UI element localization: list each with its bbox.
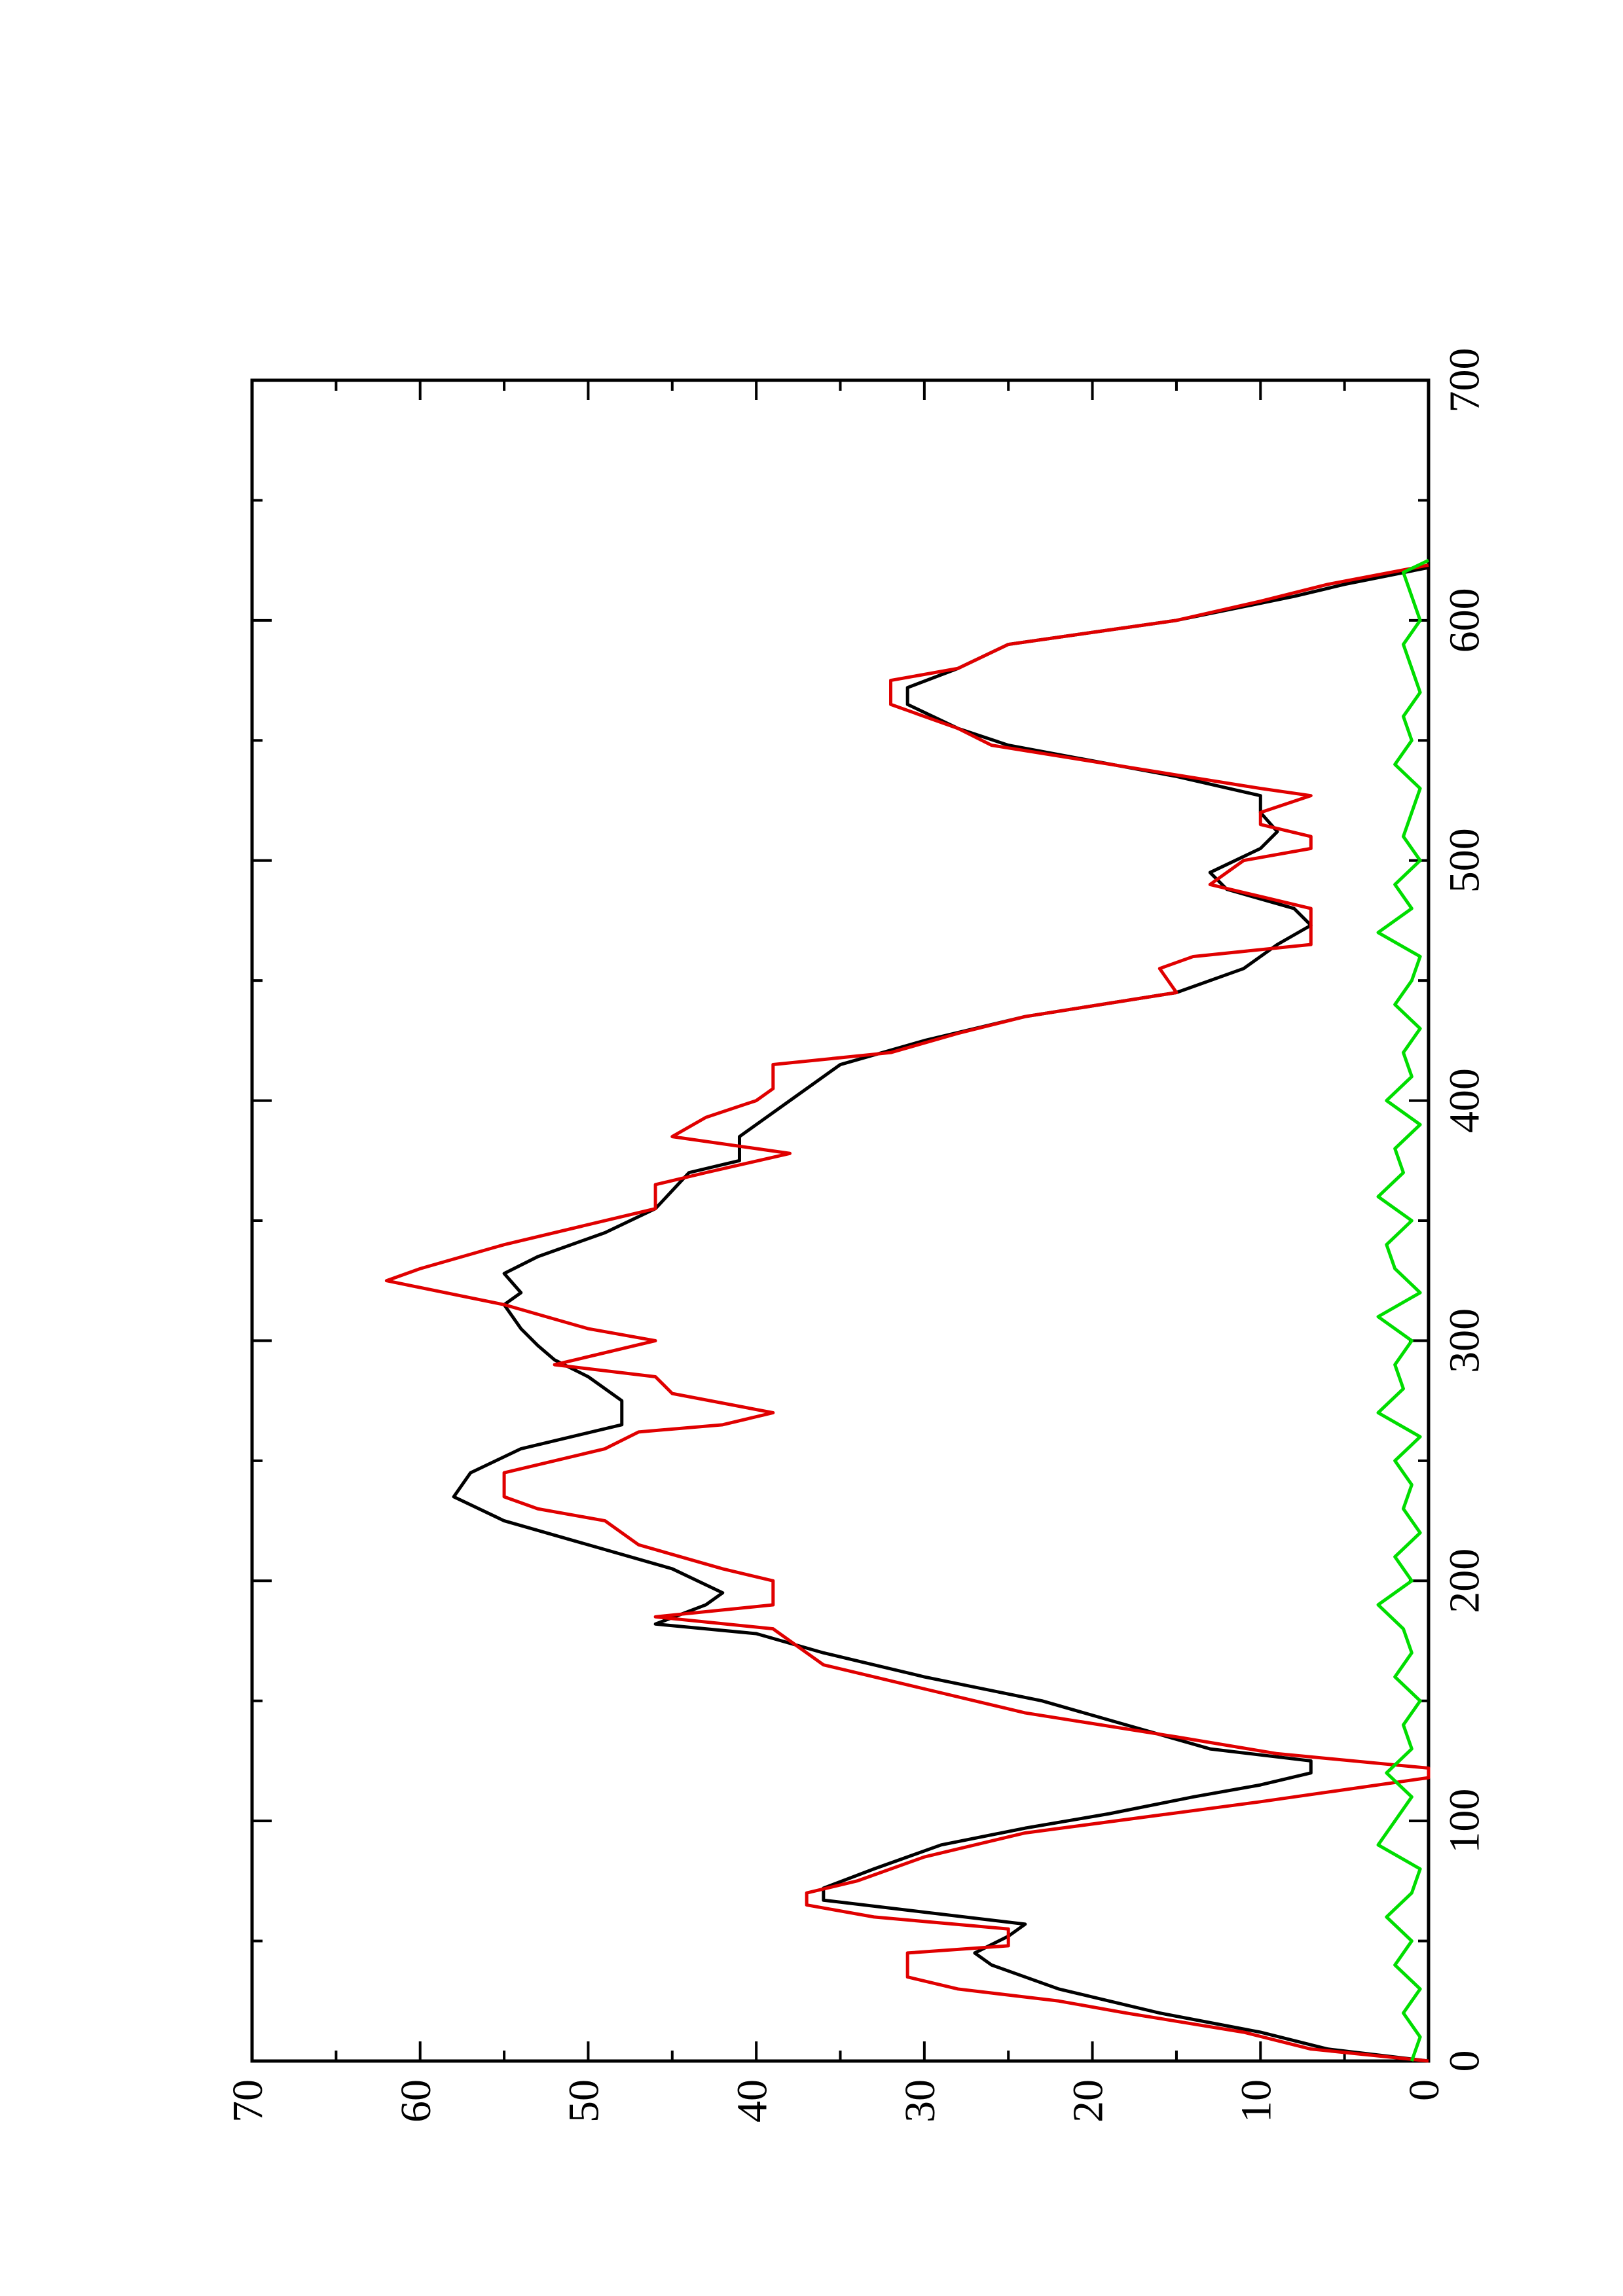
y-tick-label: 60 (392, 2079, 440, 2123)
x-tick-label: 100 (1440, 1789, 1488, 1854)
x-tick-label: 200 (1440, 1549, 1488, 1613)
series-line (384, 564, 1431, 2063)
y-tick-label: 10 (1232, 2079, 1280, 2123)
y-tick-label: 50 (560, 2079, 608, 2123)
x-tick-label: 0 (1440, 2051, 1488, 2072)
x-tick-label: 300 (1440, 1308, 1488, 1373)
x-tick-label: 400 (1440, 1068, 1488, 1133)
x-tick-label: 600 (1440, 588, 1488, 653)
y-tick-label: 30 (896, 2079, 944, 2123)
y-tick-label: 0 (1400, 2079, 1448, 2101)
y-tick-label: 40 (728, 2079, 776, 2123)
y-tick-label: 20 (1065, 2079, 1112, 2123)
x-tick-label: 700 (1440, 348, 1488, 413)
series-line (1376, 558, 1430, 2062)
plot-frame (250, 378, 1431, 2063)
y-tick-label: 70 (224, 2079, 272, 2123)
x-tick-label: 500 (1440, 828, 1488, 893)
